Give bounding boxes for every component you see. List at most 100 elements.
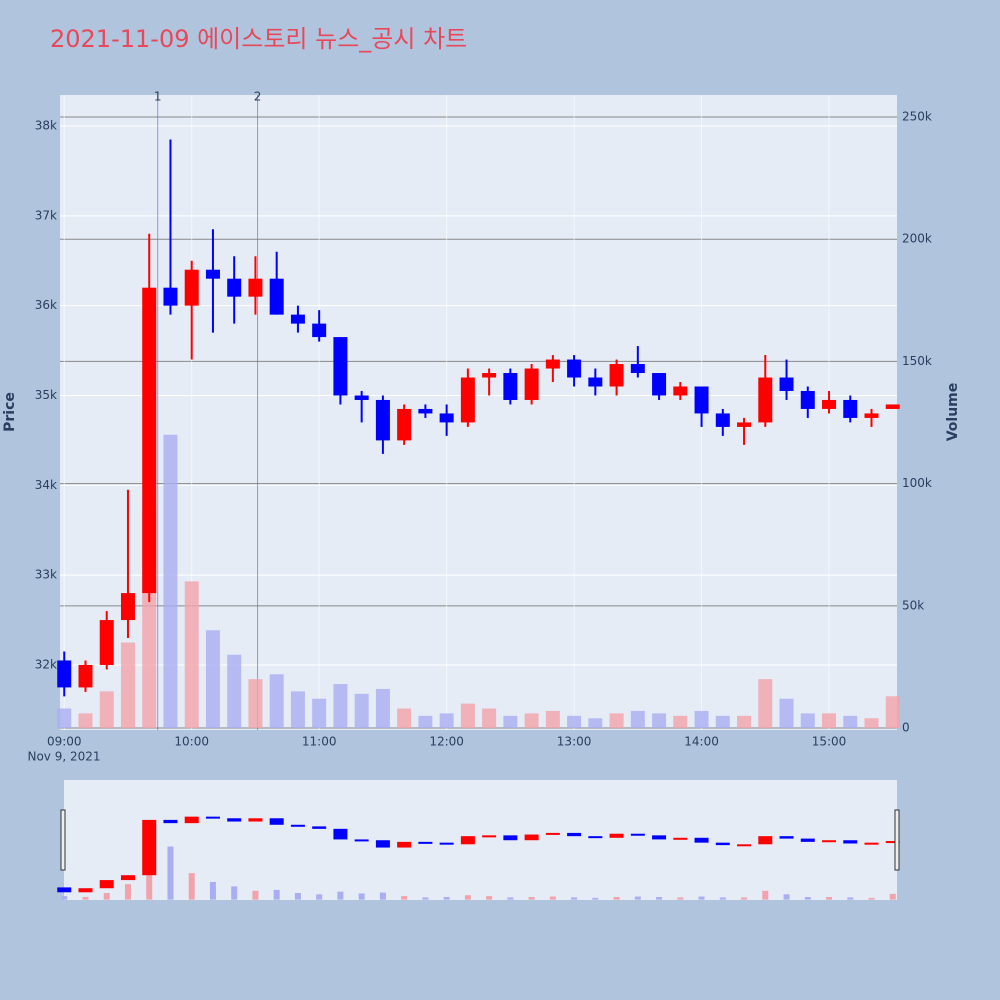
volume-bar: [354, 693, 369, 729]
slider-volume-bar: [103, 893, 110, 900]
volume-bar: [567, 715, 582, 729]
y-axis-title: Price: [2, 392, 18, 432]
y-tick-label: 33k: [35, 568, 57, 582]
y2-tick-label: 0: [902, 721, 910, 735]
volume-bar: [503, 715, 518, 729]
slider-volume-bar: [124, 884, 131, 900]
y-tick-label: 34k: [35, 478, 57, 492]
candle-body: [779, 377, 794, 391]
volume-bar: [460, 703, 475, 729]
slider-candle: [545, 832, 560, 835]
slider-candle: [205, 816, 220, 819]
slider-volume-bar: [868, 897, 875, 900]
candle-body: [248, 278, 263, 297]
candle-body: [99, 620, 114, 665]
slider-volume-bar: [252, 890, 259, 900]
volume-bar: [715, 715, 730, 729]
slider-volume-bar: [783, 894, 790, 900]
volume-bar: [524, 713, 539, 729]
slider-candle: [694, 837, 709, 843]
slider-candle: [567, 832, 582, 837]
slider-candle: [184, 816, 199, 824]
candle-body: [694, 386, 709, 414]
y2-tick-label: 150k: [902, 354, 932, 368]
slider-volume-bar: [464, 895, 471, 900]
slider-candle: [397, 841, 412, 848]
x-tick-label: 10:00: [174, 735, 209, 749]
volume-bar: [269, 674, 284, 729]
slider-candle: [758, 836, 773, 845]
candle-body: [545, 359, 560, 369]
slider-volume-bar: [486, 896, 493, 900]
candle-body: [205, 269, 220, 279]
y-tick-label: 35k: [35, 388, 57, 402]
slider-volume-bar: [677, 897, 684, 900]
slider-volume-bar: [422, 897, 429, 900]
slider-volume-bar: [656, 896, 663, 900]
slider-candle: [800, 838, 815, 842]
volume-bar: [864, 718, 879, 729]
slider-volume-bar: [741, 897, 748, 900]
slider-candle: [885, 841, 900, 844]
slider-handle-right[interactable]: [894, 809, 900, 871]
slider-candle: [843, 840, 858, 844]
candle-body: [333, 337, 348, 396]
volume-bar: [545, 710, 560, 729]
candle-body: [312, 323, 327, 338]
volume-bar: [843, 715, 858, 729]
slider-candle: [312, 826, 327, 829]
volume-bar: [205, 630, 220, 729]
y2-axis-title: Volume: [945, 383, 961, 442]
x-tick-label: 15:00: [812, 735, 847, 749]
candle-body: [269, 278, 284, 315]
candle-body: [290, 314, 305, 324]
slider-candle: [503, 835, 518, 841]
y-tick-label: 38k: [35, 118, 57, 132]
volume-bar: [758, 679, 773, 729]
candle-body: [737, 422, 752, 427]
x-sublabel: Nov 9, 2021: [27, 750, 100, 764]
slider-candle: [418, 841, 433, 844]
slider-candle: [715, 842, 730, 846]
candle-body: [673, 386, 688, 396]
volume-bar: [120, 642, 135, 729]
volume-bar: [57, 708, 72, 729]
volume-bar: [694, 710, 709, 729]
annotation-label: 2: [254, 90, 262, 104]
candle-body: [57, 660, 72, 688]
volume-bar: [333, 684, 348, 729]
slider-volume-bar: [337, 891, 344, 900]
candle-body: [715, 413, 730, 427]
candle-body: [758, 377, 773, 423]
candle-body: [184, 269, 199, 306]
slider-volume-bar: [804, 896, 811, 900]
candle-body: [567, 359, 582, 378]
candle-body: [120, 593, 135, 621]
candle-body: [503, 373, 518, 400]
volume-bar: [290, 691, 305, 729]
slider-volume-bar: [209, 881, 216, 900]
slider-candle: [460, 836, 475, 845]
candle-body: [375, 399, 390, 441]
slider-volume-bar: [698, 896, 705, 900]
plot-area: [60, 95, 897, 730]
slider-handle-left[interactable]: [60, 809, 66, 871]
candle-body: [78, 664, 93, 688]
y2-tick-label: 100k: [902, 476, 932, 490]
x-tick-label: 11:00: [302, 735, 337, 749]
candle-body: [864, 413, 879, 418]
slider-candle: [142, 819, 157, 876]
volume-bar: [227, 654, 242, 729]
slider-candle: [439, 842, 454, 845]
volume-bar: [609, 713, 624, 729]
range-slider[interactable]: [64, 780, 897, 900]
volume-bar: [800, 713, 815, 729]
slider-volume-bar: [613, 896, 620, 900]
slider-candle: [248, 818, 263, 822]
volume-bar: [78, 713, 93, 729]
slider-volume-bar: [571, 897, 578, 900]
volume-bar: [99, 691, 114, 729]
volume-bar: [418, 715, 433, 729]
slider-candle: [482, 835, 497, 838]
volume-bar: [163, 434, 178, 729]
